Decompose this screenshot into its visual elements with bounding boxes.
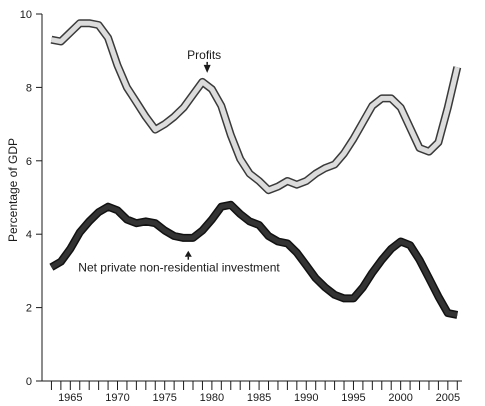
annotation-layer: Profits Net private non-residential inves…	[78, 48, 280, 275]
annotation-arrow-profits	[203, 64, 211, 73]
x-tick-label: 1980	[200, 392, 224, 404]
y-tick-label: 4	[26, 229, 32, 241]
y-tick-labels: 0 2 4 6 8 10	[20, 9, 32, 388]
x-tick-label: 2005	[436, 392, 460, 404]
x-tick-label: 1995	[341, 392, 365, 404]
y-tick-label: 0	[26, 376, 32, 388]
y-tick-label: 6	[26, 156, 32, 168]
annotation-arrow-investment	[184, 250, 192, 257]
series-profits-line	[50, 20, 460, 193]
x-minor-ticks	[50, 381, 458, 390]
x-tick-label: 1965	[58, 392, 82, 404]
series-investment-line	[50, 202, 458, 318]
x-tick-label: 1985	[247, 392, 271, 404]
y-tick-label: 8	[26, 82, 32, 94]
series-layer	[49, 19, 462, 319]
y-tick-label: 2	[26, 303, 32, 315]
y-axis-label: Percentage of GDP	[6, 138, 20, 242]
annotation-investment: Net private non-residential investment	[78, 261, 280, 275]
x-tick-label: 1975	[152, 392, 176, 404]
y-ticks	[36, 13, 42, 382]
x-tick-label: 1970	[105, 392, 129, 404]
x-tick-label: 2000	[388, 392, 412, 404]
axes: 1965 1970 1975 1980 1985 1990 1995 2000 2005 0 2 4…	[20, 9, 462, 404]
x-tick-label: 1990	[294, 392, 318, 404]
annotation-profits: Profits	[187, 48, 221, 62]
y-tick-label: 10	[20, 9, 32, 21]
x-tick-labels: 1965 1970 1975 1980 1985 1990 1995 2000 2005	[58, 392, 460, 404]
